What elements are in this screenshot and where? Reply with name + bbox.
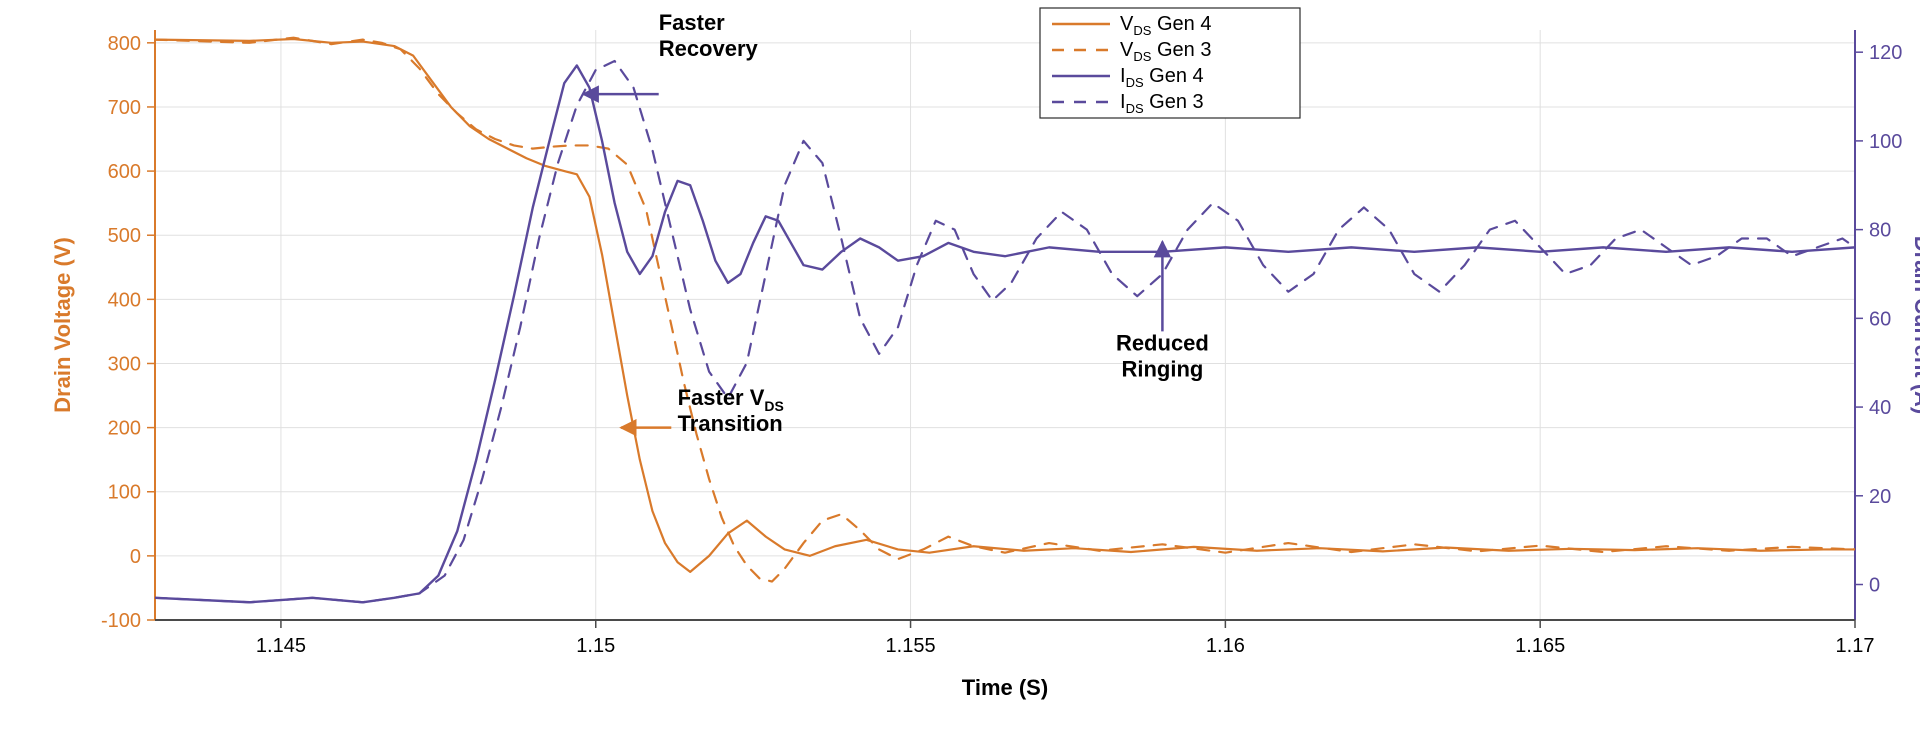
svg-text:Reduced: Reduced — [1116, 331, 1209, 356]
x-tick-label: 1.155 — [886, 635, 936, 657]
y-right-tick-label: 40 — [1869, 397, 1891, 419]
y-left-tick-label: 300 — [108, 353, 141, 375]
x-tick-label: 1.165 — [1515, 635, 1565, 657]
svg-text:Faster: Faster — [659, 10, 725, 35]
y-right-axis-label: Drain Current (A) — [1910, 236, 1920, 414]
y-left-tick-label: 600 — [108, 161, 141, 183]
legend: VDS Gen 4VDS Gen 3IDS Gen 4IDS Gen 3 — [1040, 8, 1300, 118]
y-right-tick-label: 60 — [1869, 308, 1891, 330]
y-right-tick-label: 0 — [1869, 575, 1880, 597]
chart-container: 1.145 1.15 1.155 1.16 1.165 1.17 Time (S) -100 0… — [0, 0, 1920, 753]
y-right-tick-label: 20 — [1869, 486, 1891, 508]
x-tick-label: 1.16 — [1206, 635, 1245, 657]
y-right-tick-label: 80 — [1869, 220, 1891, 242]
y-left-axis-label: Drain Voltage (V) — [50, 237, 75, 413]
x-tick-label: 1.15 — [576, 635, 615, 657]
y-left-tick-label: 800 — [108, 33, 141, 55]
y-right-tick-label: 100 — [1869, 131, 1902, 153]
svg-text:Ringing: Ringing — [1121, 357, 1203, 382]
y-left-tick-label: 500 — [108, 225, 141, 247]
dual-axis-line-chart: 1.145 1.15 1.155 1.16 1.165 1.17 Time (S) -100 0… — [0, 0, 1920, 753]
x-tick-label: 1.145 — [256, 635, 306, 657]
svg-text:Recovery: Recovery — [659, 36, 759, 61]
y-left-tick-label: 400 — [108, 289, 141, 311]
y-left-tick-label: 100 — [108, 482, 141, 504]
y-left-tick-label: 700 — [108, 97, 141, 119]
svg-text:Transition: Transition — [678, 411, 783, 436]
y-left-tick-label: 0 — [130, 546, 141, 568]
y-right-tick-label: 120 — [1869, 42, 1902, 64]
x-axis-label: Time (S) — [962, 675, 1048, 700]
y-left-tick-label: 200 — [108, 418, 141, 440]
y-left-tick-label: -100 — [101, 610, 141, 632]
x-tick-label: 1.17 — [1836, 635, 1875, 657]
